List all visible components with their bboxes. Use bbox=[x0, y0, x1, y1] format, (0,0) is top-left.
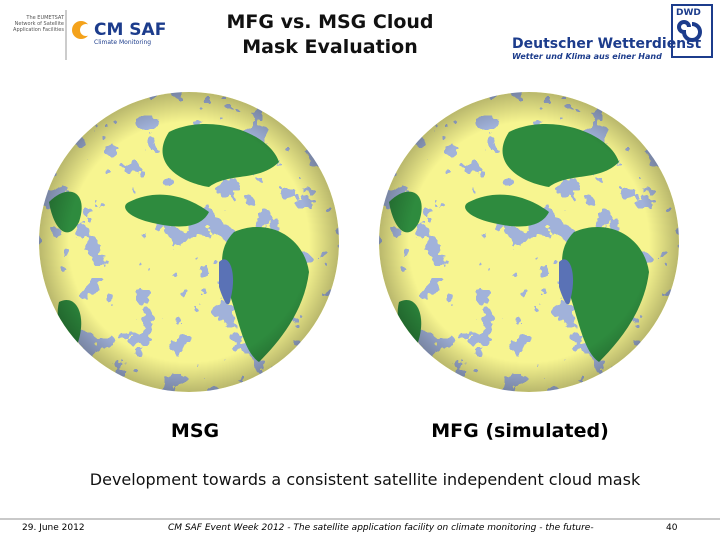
title: MFG vs. MSG Cloud Mask Evaluation bbox=[180, 10, 480, 60]
footer-date: 29. June 2012 bbox=[22, 523, 85, 533]
caption: MFG (simulated) bbox=[431, 420, 609, 442]
globe-mfg bbox=[379, 92, 679, 392]
cmsaf-network-text: The EUMETSAT Network of Satellite Applic… bbox=[13, 15, 64, 33]
subtitle: Development towards a consistent satelli… bbox=[89, 470, 641, 489]
cmsaf-tagline: Climate Monitoring bbox=[94, 39, 152, 46]
title-line: Mask Evaluation bbox=[242, 36, 418, 58]
cmsaf-sun-cut bbox=[80, 24, 92, 36]
dwd-name: Deutscher Wetterdienst bbox=[512, 36, 702, 52]
dwd-tagline: Wetter und Klima aus einer Hand bbox=[512, 52, 662, 61]
page-number: 40 bbox=[666, 523, 678, 533]
footer-bar bbox=[0, 518, 720, 542]
dwd-swirl bbox=[677, 20, 702, 42]
caption: MSG bbox=[170, 420, 220, 442]
globe-msg bbox=[39, 92, 339, 392]
dwd-abbr: DWD bbox=[676, 8, 701, 18]
title-line: MFG vs. MSG Cloud bbox=[226, 11, 434, 33]
footer-event: CM SAF Event Week 2012 - The satellite a… bbox=[168, 523, 594, 533]
cmsaf-name: CM SAF bbox=[94, 20, 167, 40]
